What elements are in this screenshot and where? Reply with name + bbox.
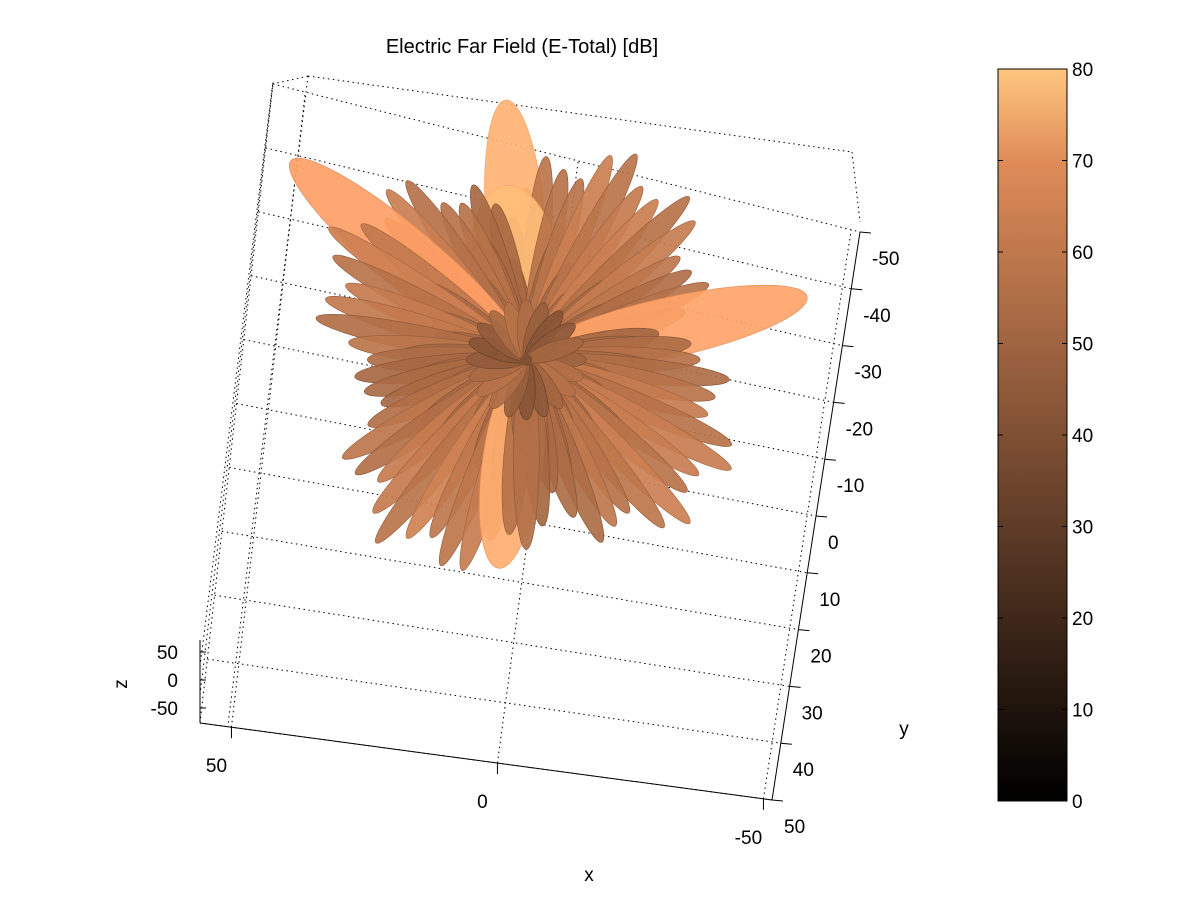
x-axis-line (199, 722, 773, 801)
y-tick-mark (815, 515, 828, 518)
z-gridline (851, 151, 861, 223)
y-tick-mark (859, 231, 872, 234)
colorbar-tick-label: 10 (1072, 701, 1093, 722)
y-tick-mark (771, 799, 784, 802)
y-axis-label: y (899, 719, 909, 740)
y-tick-mark (842, 345, 854, 348)
y-tick-label: -40 (863, 306, 890, 327)
y-tick-label: 10 (819, 590, 840, 611)
colorbar-tick-label: 50 (1072, 335, 1093, 356)
y-tick-label: -20 (846, 419, 873, 440)
z-gridline (272, 75, 309, 85)
y-gridline (272, 83, 861, 233)
far-field-pattern (288, 99, 808, 571)
x-tick-label: -50 (735, 828, 762, 849)
x-axis-ticks: 50 0 -50 (206, 727, 764, 849)
y-tick-label: 20 (810, 647, 831, 668)
y-tick-label: -50 (872, 249, 899, 270)
y-tick-mark (851, 288, 863, 291)
chart-title: Electric Far Field (E-Total) [dB] (386, 36, 658, 58)
colorbar-ticks: 0 10 20 30 40 50 60 70 80 (998, 60, 1093, 813)
x-gridline (762, 229, 852, 799)
colorbar-tick-label: 30 (1072, 518, 1093, 539)
z-tick-label: -50 (151, 699, 178, 720)
y-tick-label: 30 (802, 703, 823, 724)
z-axis-label: z (111, 679, 132, 689)
y-tick-label: -30 (854, 363, 881, 384)
x-gridline (230, 92, 306, 728)
colorbar-tick-label: 60 (1072, 243, 1093, 264)
colorbar-tick-label: 20 (1072, 609, 1093, 630)
z-gridline (199, 82, 274, 695)
colorbar (997, 68, 1068, 802)
x-tick-label: 0 (477, 792, 488, 813)
z-gridline (199, 81, 274, 667)
pattern-center (520, 353, 533, 366)
colorbar-tick-label: 40 (1072, 426, 1093, 447)
z-gridline (199, 83, 274, 724)
x-axis-label: x (584, 865, 594, 886)
y-tick-mark (780, 742, 792, 745)
z-tick-label: 0 (167, 671, 178, 692)
y-tick-mark (824, 458, 836, 461)
z-axis-ticks: 50 0 -50 (151, 643, 206, 720)
y-tick-label: 50 (784, 817, 805, 838)
colorbar-tick-label: 80 (1072, 60, 1093, 81)
y-tick-label: -10 (837, 476, 864, 497)
y-tick-label: 0 (828, 533, 839, 554)
y-tick-mark (833, 401, 845, 404)
y-gridline (214, 594, 790, 687)
z-gridline (307, 75, 853, 153)
colorbar-tick-label: 0 (1072, 792, 1083, 813)
y-tick-mark (798, 629, 810, 632)
z-tick-label: 50 (157, 643, 178, 664)
y-tick-label: 40 (793, 760, 814, 781)
x-tick-label: 50 (206, 756, 227, 777)
colorbar-tick-label: 70 (1072, 152, 1093, 173)
y-axis-ticks: -50 -40 -30 -20 -10 0 10 20 30 40 50 (771, 231, 899, 838)
y-tick-mark (807, 572, 819, 575)
y-tick-mark (789, 685, 801, 688)
